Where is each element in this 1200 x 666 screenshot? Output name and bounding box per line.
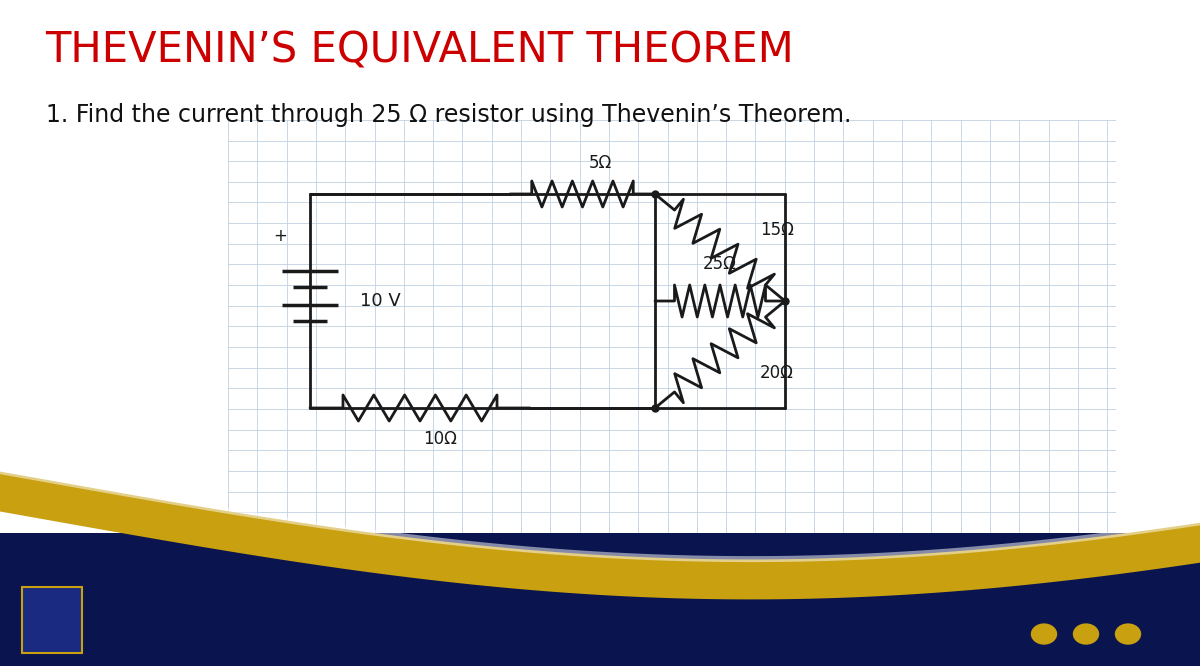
Text: 10Ω: 10Ω	[424, 430, 457, 448]
Text: 5Ω: 5Ω	[588, 154, 612, 172]
Text: 20Ω: 20Ω	[760, 364, 794, 382]
Text: 25Ω: 25Ω	[703, 255, 737, 273]
Text: +: +	[274, 227, 287, 245]
Text: 10 V: 10 V	[360, 292, 401, 310]
Text: 15Ω: 15Ω	[760, 220, 794, 238]
Text: THEVENIN’S EQUIVALENT THEOREM: THEVENIN’S EQUIVALENT THEOREM	[46, 30, 794, 72]
Text: 1. Find the current through 25 Ω resistor using Thevenin’s Theorem.: 1. Find the current through 25 Ω resisto…	[46, 103, 851, 127]
